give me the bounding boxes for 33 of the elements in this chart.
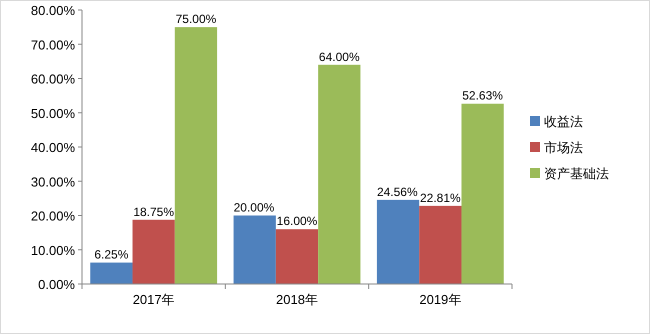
bar — [461, 104, 504, 284]
bar — [419, 206, 462, 284]
y-tick-label: 0.00% — [38, 277, 76, 292]
legend-label: 收益法 — [544, 114, 583, 129]
bar — [174, 27, 218, 284]
y-tick-label: 20.00% — [30, 208, 76, 224]
data-label: 75.00% — [176, 12, 217, 26]
data-label: 24.56% — [376, 184, 418, 199]
legend-label: 资产基础法 — [544, 166, 609, 181]
x-tick-label: 2017年 — [132, 292, 175, 307]
y-tick-label: 10.00% — [30, 242, 76, 258]
data-label: 64.00% — [318, 50, 360, 64]
y-tick-label: 40.00% — [30, 140, 76, 155]
data-label: 6.25% — [94, 248, 129, 262]
y-tick-label: 70.00% — [30, 37, 76, 52]
bar — [90, 262, 133, 284]
y-tick-label: 60.00% — [30, 72, 76, 86]
y-tick-label: 30.00% — [30, 174, 76, 190]
bar — [132, 220, 175, 284]
data-label: 16.00% — [276, 214, 318, 228]
bar — [234, 216, 276, 284]
data-label: 52.63% — [462, 88, 504, 103]
bar — [276, 229, 318, 284]
data-label: 20.00% — [234, 200, 275, 214]
y-tick-label: 50.00% — [30, 106, 76, 121]
y-tick-label: 80.00% — [30, 3, 76, 18]
x-tick-label: 2019年 — [419, 292, 462, 307]
bar — [318, 64, 360, 284]
data-label: 18.75% — [133, 204, 174, 219]
x-tick-label: 2018年 — [276, 292, 318, 307]
data-label: 22.81% — [420, 190, 462, 205]
legend-label: 市场法 — [544, 140, 583, 155]
bar — [376, 200, 420, 284]
